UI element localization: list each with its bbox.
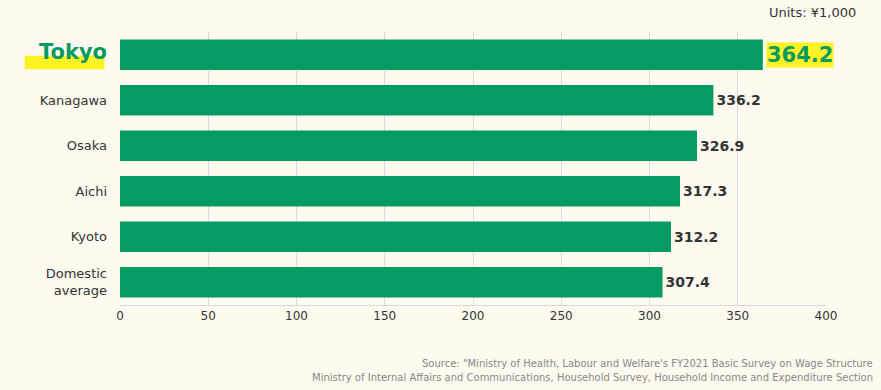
- svg-text:Units: ¥1,000: Units: ¥1,000: [769, 5, 856, 20]
- svg-text:400: 400: [815, 309, 838, 323]
- svg-text:0: 0: [116, 309, 124, 323]
- svg-text:307.4: 307.4: [666, 274, 711, 290]
- svg-text:312.2: 312.2: [674, 229, 718, 245]
- svg-text:200: 200: [462, 309, 485, 323]
- svg-text:Osaka: Osaka: [67, 138, 107, 153]
- svg-text:Kanagawa: Kanagawa: [40, 93, 107, 108]
- svg-text:Aichi: Aichi: [75, 184, 107, 199]
- svg-text:350: 350: [726, 309, 749, 323]
- svg-text:364.2: 364.2: [767, 43, 833, 67]
- svg-text:100: 100: [285, 309, 308, 323]
- svg-text:Kyoto: Kyoto: [71, 229, 107, 244]
- svg-text:Tokyo: Tokyo: [39, 40, 107, 64]
- svg-text:326.9: 326.9: [700, 138, 744, 154]
- svg-text:Ministry of Internal Affairs a: Ministry of Internal Affairs and Communi…: [312, 372, 873, 383]
- svg-text:Source: "Ministry of Health, L: Source: "Ministry of Health, Labour and …: [422, 358, 873, 369]
- svg-text:250: 250: [550, 309, 573, 323]
- svg-text:317.3: 317.3: [683, 183, 727, 199]
- svg-text:50: 50: [201, 309, 216, 323]
- svg-text:150: 150: [373, 309, 396, 323]
- svg-text:300: 300: [638, 309, 661, 323]
- svg-text:Domesticaverage: Domesticaverage: [46, 266, 107, 298]
- svg-text:336.2: 336.2: [716, 92, 760, 108]
